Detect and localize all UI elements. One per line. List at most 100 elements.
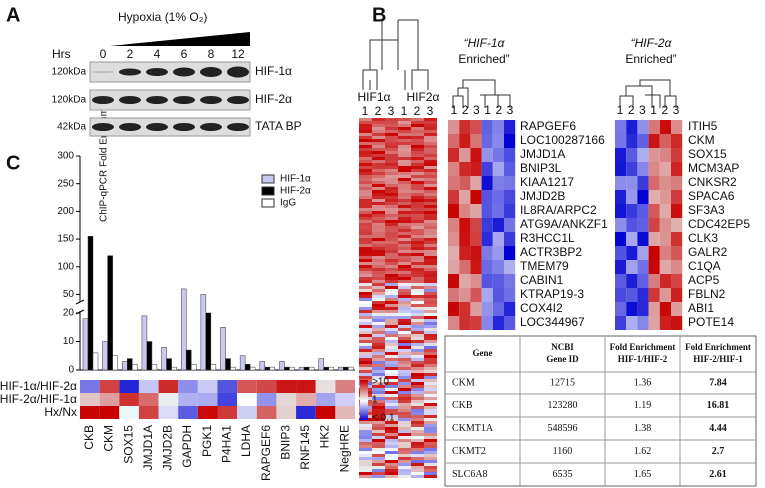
heat-cell <box>637 162 649 176</box>
heat-cell <box>385 316 398 319</box>
colorbar <box>360 395 368 396</box>
heat-cell <box>615 316 627 330</box>
heat-cell <box>424 334 437 337</box>
table <box>444 335 757 487</box>
gene-label: IL8RA/ARPC2 <box>520 203 597 217</box>
colorbar <box>360 409 368 410</box>
heat-cell <box>398 427 411 430</box>
colorbar <box>360 407 368 408</box>
heat-cell <box>372 355 385 358</box>
heat-cell <box>385 295 398 298</box>
heat-cell <box>398 133 411 136</box>
heat-cell <box>470 190 482 204</box>
heat-cell <box>504 302 516 316</box>
heat-cell <box>671 232 683 246</box>
table-cell: 548596 <box>548 423 578 434</box>
heat-cell <box>372 241 385 244</box>
heat-cell <box>385 346 398 349</box>
table-cell: 1.19 <box>634 400 652 411</box>
heat-cell <box>411 319 424 322</box>
heat-cell <box>385 436 398 439</box>
heat-cell <box>385 310 398 313</box>
protein-label: HIF-1α <box>255 64 292 78</box>
heat-cell <box>80 380 100 393</box>
heat-cell <box>335 406 355 419</box>
heat-cell <box>411 325 424 328</box>
heat-cell <box>648 190 660 204</box>
heat-cell <box>411 475 424 478</box>
heat-cell <box>276 406 297 419</box>
heat-cell <box>398 178 411 181</box>
heat-cell <box>385 343 398 346</box>
heat-cell <box>492 316 504 330</box>
heat-cell <box>424 163 437 166</box>
heat-cell <box>372 235 385 238</box>
heat-cell <box>411 370 424 373</box>
heat-cell <box>470 134 482 148</box>
bar <box>112 355 118 371</box>
heat-cell <box>411 445 424 448</box>
heat-cell <box>385 196 398 199</box>
heat-cell <box>504 232 516 246</box>
heat-cell <box>424 166 437 169</box>
heat-cell <box>385 442 398 445</box>
heat-cell <box>411 202 424 205</box>
band <box>146 123 168 131</box>
heat-cell <box>459 288 471 302</box>
heat-cell <box>411 322 424 325</box>
heat-cell <box>411 304 424 307</box>
heat-cell <box>411 157 424 160</box>
heat-cell <box>398 292 411 295</box>
heat-cell <box>398 307 411 310</box>
heat-cell <box>385 157 398 160</box>
heat-cell <box>398 181 411 184</box>
heat-cell <box>411 295 424 298</box>
heat-cell <box>398 343 411 346</box>
heat-cell <box>385 325 398 328</box>
heat-cell <box>648 218 660 232</box>
heat-cell <box>372 391 385 394</box>
heat-cell <box>481 134 493 148</box>
heat-cell <box>424 439 437 442</box>
heat-cell <box>237 406 257 419</box>
heat-cell <box>504 274 516 288</box>
heat-cell <box>372 256 385 259</box>
heat-cell <box>424 385 437 388</box>
heat-cell <box>424 286 437 289</box>
heat-cell <box>385 475 398 478</box>
heat-cell <box>372 334 385 337</box>
bar <box>161 346 167 371</box>
heat-cell <box>411 190 424 193</box>
heat-cell <box>385 124 398 127</box>
heat-cell <box>398 211 411 214</box>
heat-cell <box>411 358 424 361</box>
table-cell: CKB <box>452 400 473 411</box>
heat-cell <box>398 367 411 370</box>
heat-cell <box>424 208 437 211</box>
heat-cell <box>398 328 411 331</box>
heat-cell <box>448 148 460 162</box>
heat-cell <box>424 181 437 184</box>
replicate: 3 <box>473 103 480 117</box>
heat-cell <box>615 148 627 162</box>
heat-cell <box>626 176 638 190</box>
heat-cell <box>372 142 385 145</box>
gene-label: ACTR3BP2 <box>520 245 582 259</box>
heat-cell <box>448 134 460 148</box>
heat-cell <box>424 310 437 313</box>
heat-cell <box>359 295 372 298</box>
heat-cell <box>398 271 411 274</box>
heat-cell <box>398 130 411 133</box>
heat-cell <box>385 328 398 331</box>
heat-cell <box>615 218 627 232</box>
band <box>146 68 168 76</box>
heat-cell <box>481 190 493 204</box>
heat-cell <box>659 316 671 330</box>
colorbar <box>360 415 368 416</box>
bar <box>200 294 207 371</box>
heat-cell <box>99 393 120 406</box>
heat-cell <box>372 400 385 403</box>
replicate: 1 <box>650 103 657 117</box>
heat-cell <box>398 169 411 172</box>
heat-cell <box>411 373 424 376</box>
